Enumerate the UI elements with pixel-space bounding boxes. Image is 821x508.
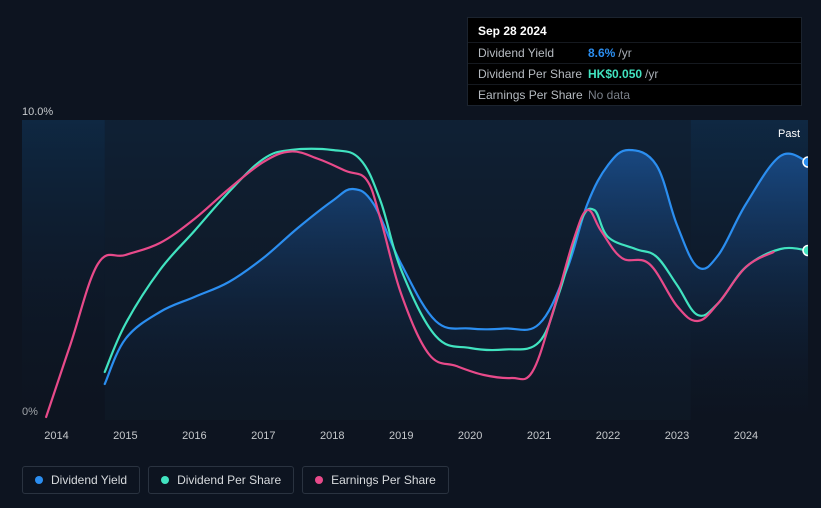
x-tick-label: 2014 xyxy=(44,430,68,442)
legend-dot-icon xyxy=(161,476,169,484)
x-tick-label: 2018 xyxy=(320,430,344,442)
legend-dot-icon xyxy=(315,476,323,484)
tooltip-row: Dividend Yield 8.6% /yr xyxy=(468,42,801,63)
x-tick-label: 2020 xyxy=(458,430,482,442)
x-tick-label: 2022 xyxy=(596,430,620,442)
x-tick-label: 2016 xyxy=(182,430,206,442)
legend-item-dividend-yield[interactable]: Dividend Yield xyxy=(22,466,140,494)
tooltip-label: Earnings Per Share xyxy=(478,88,588,102)
legend-item-earnings-per-share[interactable]: Earnings Per Share xyxy=(302,466,449,494)
tooltip-row: Dividend Per Share HK$0.050 /yr xyxy=(468,63,801,84)
chart-container: 10.0% 0% Past 20142015201620172018201920… xyxy=(22,106,808,450)
x-axis: 2014 2015 2016 2017 2018 2019 2020 2021 2022 2023… xyxy=(22,430,808,450)
legend-dot-icon xyxy=(35,476,43,484)
x-tick-label: 2021 xyxy=(527,430,551,442)
tooltip-unit: /yr xyxy=(645,67,658,81)
legend-item-dividend-per-share[interactable]: Dividend Per Share xyxy=(148,466,294,494)
x-tick-label: 2024 xyxy=(734,430,758,442)
x-tick-label: 2017 xyxy=(251,430,275,442)
tooltip-value: 8.6% xyxy=(588,46,615,60)
tooltip-row: Earnings Per Share No data xyxy=(468,84,801,105)
tooltip-unit: /yr xyxy=(618,46,631,60)
chart-plot[interactable] xyxy=(22,120,808,420)
x-tick-label: 2015 xyxy=(113,430,137,442)
x-tick-label: 2023 xyxy=(665,430,689,442)
tooltip-value: HK$0.050 xyxy=(588,67,642,81)
tooltip-date: Sep 28 2024 xyxy=(468,18,801,42)
chart-tooltip: Sep 28 2024 Dividend Yield 8.6% /yr Divi… xyxy=(467,17,802,106)
legend-label: Earnings Per Share xyxy=(331,473,436,487)
tooltip-value: No data xyxy=(588,88,630,102)
legend: Dividend Yield Dividend Per Share Earnin… xyxy=(22,466,449,494)
y-axis-max-label: 10.0% xyxy=(22,106,53,118)
tooltip-label: Dividend Per Share xyxy=(478,67,588,81)
tooltip-label: Dividend Yield xyxy=(478,46,588,60)
past-label: Past xyxy=(778,128,800,140)
legend-label: Dividend Per Share xyxy=(177,473,281,487)
legend-label: Dividend Yield xyxy=(51,473,127,487)
x-tick-label: 2019 xyxy=(389,430,413,442)
